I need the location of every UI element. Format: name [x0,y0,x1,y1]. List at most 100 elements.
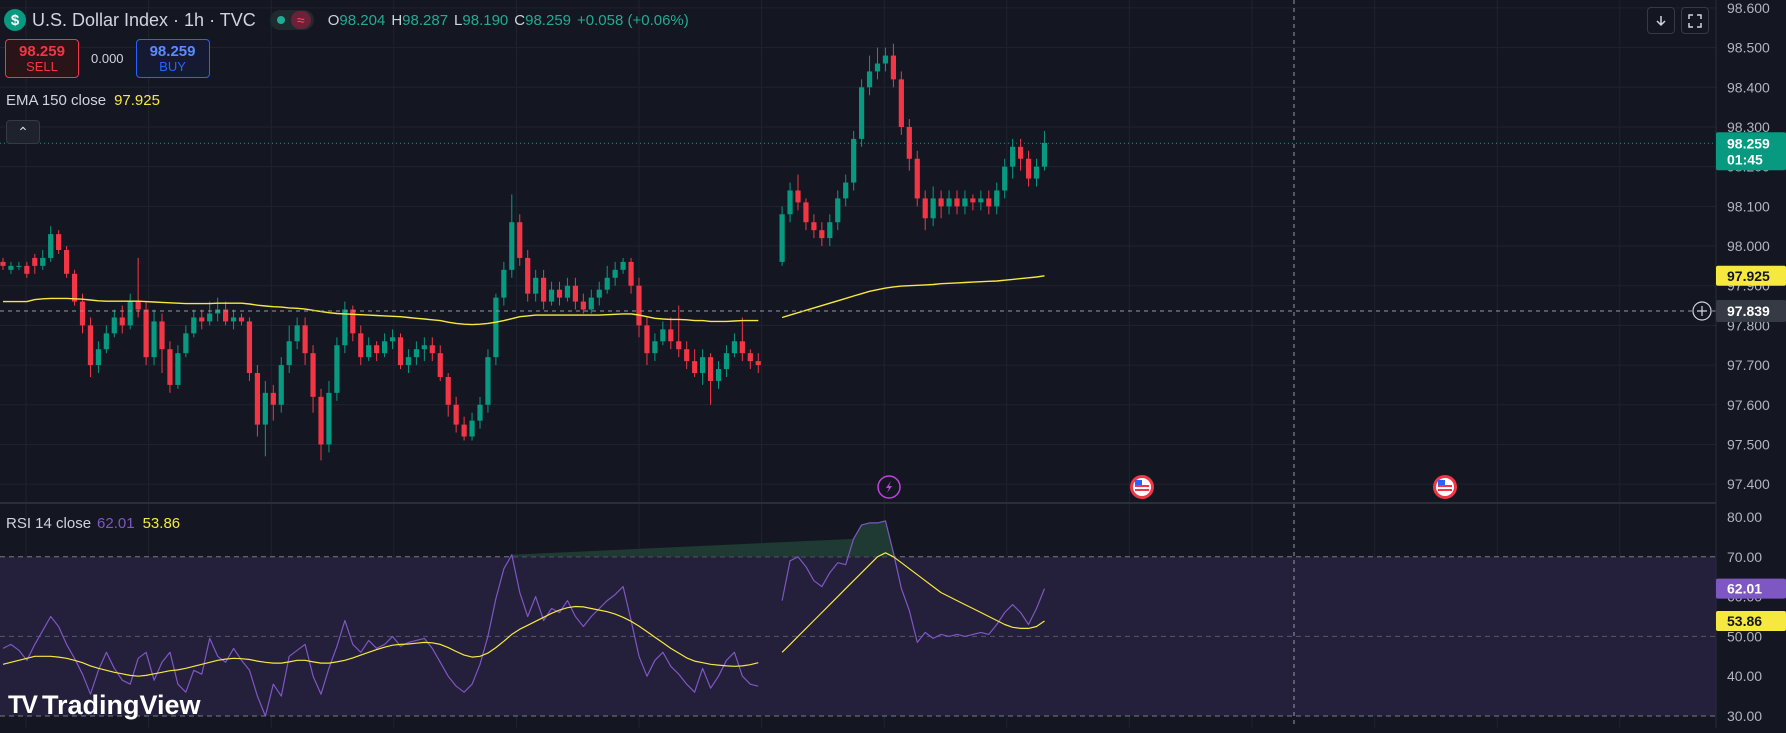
candle-body [620,261,626,270]
fullscreen-button[interactable] [1681,7,1709,34]
candle-body [604,277,610,290]
candle-body [469,420,475,437]
candle-body [16,265,22,267]
sell-button[interactable]: 98.259 SELL [5,39,79,78]
ema-legend-value: 97.925 [114,92,160,109]
candle-body [453,404,459,425]
candle-body [0,261,6,266]
download-button[interactable] [1647,7,1675,34]
rsi-ma-line [2,605,759,677]
rsi-ma-value-badge: 53.86 [1716,611,1786,632]
candle-body [962,198,968,207]
candle-body [477,404,483,421]
price-tick-label: 97.600 [1727,397,1770,413]
candle-body [517,222,523,258]
candle-body [397,337,404,366]
candle-body [183,333,189,354]
price-tick-label: 98.000 [1727,238,1770,254]
candle-body [254,373,260,425]
candle-body [374,345,380,354]
candle-body [501,269,507,298]
rsi-tick-label: 80.00 [1727,509,1762,525]
rsi-overbought-fill [509,520,896,557]
candle-body [127,301,133,326]
rsi-tick-label: 70.00 [1727,549,1762,565]
candle-body [890,55,896,80]
ema-line [781,275,1045,319]
candle-body [572,285,578,302]
candle-body [421,345,427,350]
candle-body [318,396,324,445]
rsi-line [2,554,759,717]
candle-body [143,309,149,358]
candle-body [40,257,46,266]
candle-body [445,376,451,405]
tradingview-watermark[interactable]: TV TradingView [8,690,201,721]
price-tick-label: 97.500 [1727,436,1770,452]
candle-body [8,265,14,270]
candle-body [405,357,412,366]
rsi-legend-label: RSI 14 close [6,515,92,532]
buy-button[interactable]: 98.259 BUY [135,39,210,78]
rsi-tick-label: 50.00 [1727,628,1762,644]
tradingview-logo-icon: TV [8,691,38,719]
candle-body [485,357,491,405]
svg-text:98.259: 98.259 [1727,135,1770,151]
candle-body [103,333,109,350]
candle-body [906,126,912,159]
candle-body [994,190,1000,207]
candle-body [541,277,547,302]
rsi-tick-label: 40.00 [1727,668,1762,684]
candle-body [350,309,356,334]
candle-body [199,317,205,322]
collapse-indicators-button[interactable]: ⌃ [6,120,40,144]
candle-body [270,392,276,405]
candle-body [739,341,745,354]
candle-body [548,289,555,302]
rsi-legend[interactable]: RSI 14 close 62.01 53.86 [6,515,180,532]
candle-body [87,325,94,366]
add-alert-plus-icon[interactable] [1692,301,1712,321]
candle-body [866,71,873,88]
candle-body [692,361,698,374]
ohlc-close-value: 98.259 [525,11,572,29]
candle-body [135,301,141,310]
rsi-ma-line [781,552,1045,653]
candle-body [700,357,706,374]
candle-body [652,341,658,354]
candle-body [493,297,499,358]
market-open-icon [276,16,285,24]
candle-body [779,214,785,262]
candle-body [580,301,586,310]
ema-legend[interactable]: EMA 150 close 97.925 [6,92,160,109]
candle-body [95,349,101,366]
candle-body [835,198,841,223]
price-tick-label: 98.500 [1727,40,1770,56]
candle-body [509,222,515,270]
candle-body [723,353,730,370]
sell-price: 98.259 [19,42,65,60]
price-tick-label: 98.300 [1727,119,1770,135]
candle-body [1041,142,1048,167]
svg-text:97.839: 97.839 [1727,303,1770,319]
candle-body [970,198,976,203]
download-icon [1656,15,1666,26]
candle-body [676,341,682,350]
candle-body [898,79,904,127]
fullscreen-icon [1688,13,1702,28]
us-flag-event-icon [1433,475,1457,499]
candle-body [803,202,809,223]
symbol-title[interactable]: U.S. Dollar Index · 1h · TVC [32,9,256,30]
market-status[interactable]: ≈ [269,10,314,30]
svg-text:62.01: 62.01 [1727,581,1762,597]
candle-body [556,289,563,298]
candle-body [79,301,86,326]
watermark-text: TradingView [41,690,201,720]
symbol-logo-icon: $ [4,9,26,31]
price-tick-label: 97.700 [1727,357,1770,373]
candle-body [1018,146,1024,159]
price-tick-label: 98.400 [1727,79,1770,95]
candle-body [1025,158,1032,179]
